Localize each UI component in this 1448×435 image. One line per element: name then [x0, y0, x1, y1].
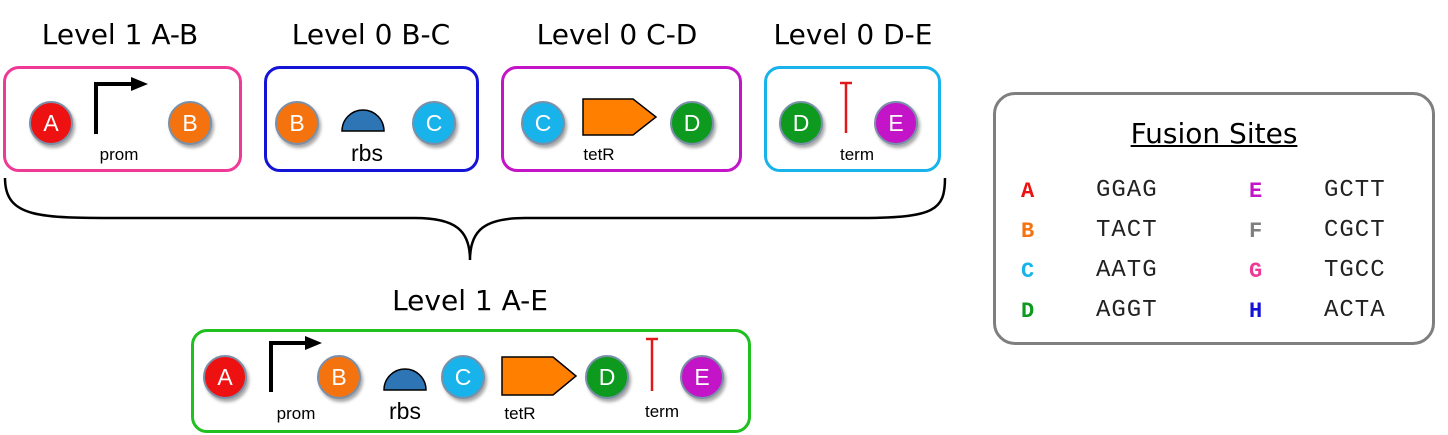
cds-icon: [501, 356, 578, 396]
fusion-sites-panel: Fusion Sites A GGAG B TACT C AATG D AGGT…: [993, 92, 1435, 345]
terminator-icon: [840, 81, 852, 133]
fusion-site-sequence: TACT: [1096, 217, 1158, 244]
promoter-arrow-icon: [94, 82, 132, 134]
part-title-3: Level 0 C-D: [536, 18, 698, 51]
terminator-label: term: [840, 145, 874, 164]
fusion-site-sequence: AGGT: [1096, 297, 1158, 324]
fusion-site-letter: D: [1021, 299, 1035, 324]
cds-label: tetR: [583, 145, 615, 164]
site-circle: A: [203, 355, 247, 399]
fusion-site-letter: H: [1249, 299, 1263, 324]
fusion-site-sequence: CGCT: [1324, 217, 1386, 244]
site-circle: D: [585, 355, 629, 399]
fusion-site-sequence: GGAG: [1096, 177, 1158, 204]
rbs-icon: [383, 368, 427, 391]
rbs-icon: [341, 109, 385, 132]
site-circle: D: [670, 101, 714, 145]
cds-icon: [582, 98, 658, 136]
promoter-arrowhead-icon: [305, 336, 322, 350]
terminator-icon: [646, 337, 658, 391]
promoter-arrow-icon: [269, 341, 306, 392]
site-circle: C: [412, 101, 456, 145]
assembly-brace: [3, 177, 947, 261]
part-title-2: Level 0 B-C: [291, 18, 451, 51]
site-circle: A: [29, 101, 73, 145]
fusion-site-letter: B: [1021, 219, 1035, 244]
fusion-site-sequence: GCTT: [1324, 177, 1386, 204]
rbs-label: rbs: [351, 140, 383, 166]
site-circle: C: [441, 355, 485, 399]
fusion-site-letter: E: [1249, 179, 1263, 204]
promoter-label: prom: [99, 145, 139, 164]
terminator-label: term: [645, 402, 679, 421]
site-circle: B: [168, 101, 212, 145]
fusion-site-sequence: TGCC: [1324, 257, 1386, 284]
site-circle: E: [874, 101, 918, 145]
site-circle: B: [317, 355, 361, 399]
part-title-4: Level 0 D-E: [773, 18, 933, 51]
promoter-label: prom: [276, 404, 316, 423]
assembly-title: Level 1 A-E: [392, 284, 548, 317]
fusion-site-sequence: AATG: [1096, 257, 1158, 284]
site-circle: B: [275, 101, 319, 145]
fusion-site-letter: F: [1249, 219, 1263, 244]
fusion-site-letter: C: [1021, 259, 1035, 284]
fusion-site-letter: G: [1249, 259, 1263, 284]
fusion-site-letter: A: [1021, 179, 1035, 204]
site-circle: D: [779, 101, 823, 145]
rbs-label: rbs: [389, 398, 421, 424]
promoter-arrowhead-icon: [131, 77, 148, 91]
part-title-1: Level 1 A-B: [41, 18, 199, 51]
fusion-site-sequence: ACTA: [1324, 297, 1386, 324]
fusion-sites-title: Fusion Sites: [1130, 117, 1298, 150]
site-circle: C: [521, 101, 565, 145]
cds-label: tetR: [504, 404, 536, 423]
site-circle: E: [680, 355, 724, 399]
